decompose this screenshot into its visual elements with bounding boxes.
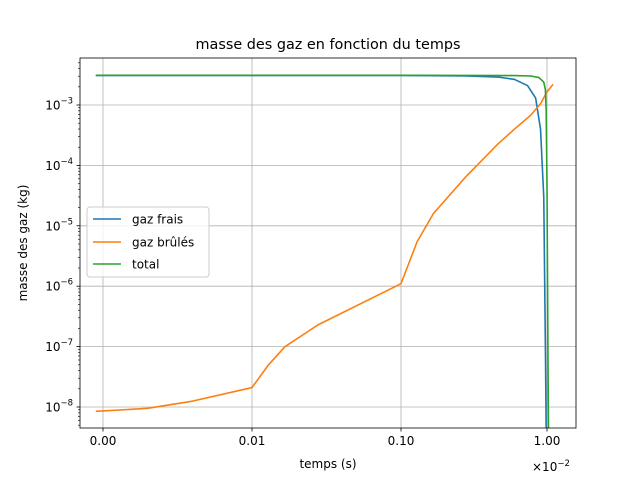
legend-label-total: total — [132, 258, 159, 272]
y-axis-label: masse des gaz (kg) — [16, 185, 30, 302]
x-axis-offset-label: ×10−2 — [532, 459, 570, 474]
x-axis: 0.00 0.01 0.10 1.00 — [90, 428, 561, 448]
y-axis: 10−8 10−7 10−6 10−5 10−4 10−3 — [45, 62, 80, 426]
x-axis-label: temps (s) — [299, 457, 356, 471]
x-tick-label: 0.01 — [239, 434, 266, 448]
x-tick-label: 1.00 — [534, 434, 561, 448]
y-tick-label: 10−4 — [45, 157, 73, 173]
y-tick-label: 10−6 — [45, 278, 73, 294]
plot-area — [95, 74, 554, 428]
y-tick-label: 10−7 — [45, 338, 73, 354]
series-line-1 — [95, 83, 554, 413]
legend: gaz frais gaz brûlés total — [86, 206, 210, 278]
axes-frame — [79, 57, 577, 429]
legend-label-gaz-brules: gaz brûlés — [132, 236, 194, 250]
legend-label-gaz-frais: gaz frais — [132, 213, 183, 227]
y-tick-label: 10−3 — [45, 97, 73, 113]
series-line-2 — [95, 74, 550, 428]
x-tick-label: 0.10 — [388, 434, 415, 448]
y-tick-label: 10−8 — [45, 399, 73, 415]
x-tick-label: 0.00 — [90, 434, 117, 448]
legend-box — [86, 206, 210, 278]
y-tick-label: 10−5 — [45, 217, 73, 233]
chart-title: masse des gaz en fonction du temps — [196, 37, 461, 53]
